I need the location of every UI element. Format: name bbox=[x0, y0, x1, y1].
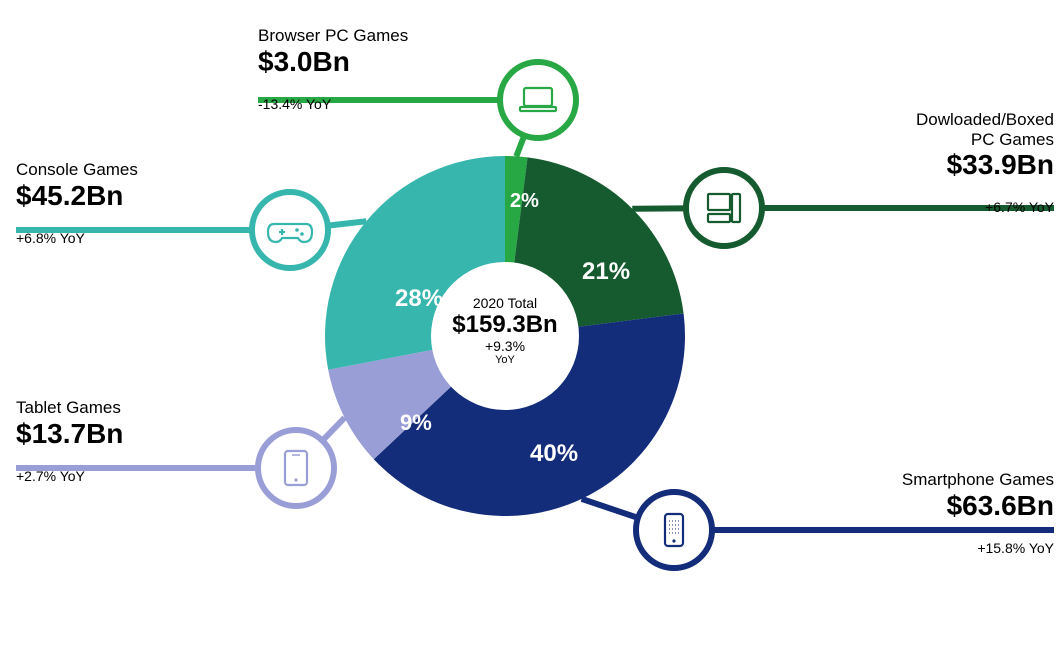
center-total: $159.3Bn bbox=[433, 312, 577, 339]
callout-title: Dowloaded/Boxed bbox=[916, 110, 1054, 130]
pct-label-downloaded_pc: 21% bbox=[582, 258, 630, 286]
callout-smartphone: Smartphone Games$63.6Bn +15.8% YoY bbox=[902, 470, 1054, 556]
center-total-label: 2020 Total$159.3Bn+9.3%YoY bbox=[433, 296, 577, 367]
callout-title: Browser PC Games bbox=[258, 26, 408, 46]
callout-browser_pc: Browser PC Games$3.0Bn -13.4% YoY bbox=[258, 26, 408, 112]
callout-yoy: +2.7% YoY bbox=[16, 468, 123, 484]
callout-value: $33.9Bn bbox=[916, 149, 1054, 181]
callout-yoy: +15.8% YoY bbox=[902, 540, 1054, 556]
center-growth: +9.3% bbox=[433, 339, 577, 355]
center-year: 2020 Total bbox=[433, 296, 577, 312]
pct-label-tablet: 9% bbox=[400, 410, 432, 436]
gaming-market-donut-chart: 2020 Total$159.3Bn+9.3%YoY 2% 21% 40% 9% 28%… bbox=[0, 0, 1064, 656]
callout-console: Console Games$45.2Bn +6.8% YoY bbox=[16, 160, 138, 246]
callout-tablet: Tablet Games$13.7Bn +2.7% YoY bbox=[16, 398, 123, 484]
callout-value: $63.6Bn bbox=[902, 490, 1054, 522]
callout-value: $45.2Bn bbox=[16, 180, 138, 212]
callout-title2: PC Games bbox=[916, 130, 1054, 150]
callout-title: Console Games bbox=[16, 160, 138, 180]
callout-yoy: -13.4% YoY bbox=[258, 96, 408, 112]
pct-label-console: 28% bbox=[395, 285, 443, 313]
callout-yoy: +6.7% YoY bbox=[916, 199, 1054, 215]
center-yoy: YoY bbox=[433, 354, 577, 366]
callout-downloaded_pc: Dowloaded/BoxedPC Games$33.9Bn +6.7% YoY bbox=[916, 110, 1054, 215]
pct-label-smartphone: 40% bbox=[530, 440, 578, 468]
callout-value: $13.7Bn bbox=[16, 418, 123, 450]
callout-title: Smartphone Games bbox=[902, 470, 1054, 490]
callout-yoy: +6.8% YoY bbox=[16, 230, 138, 246]
callout-title: Tablet Games bbox=[16, 398, 123, 418]
callout-value: $3.0Bn bbox=[258, 46, 408, 78]
pct-label-browser_pc: 2% bbox=[510, 190, 539, 213]
